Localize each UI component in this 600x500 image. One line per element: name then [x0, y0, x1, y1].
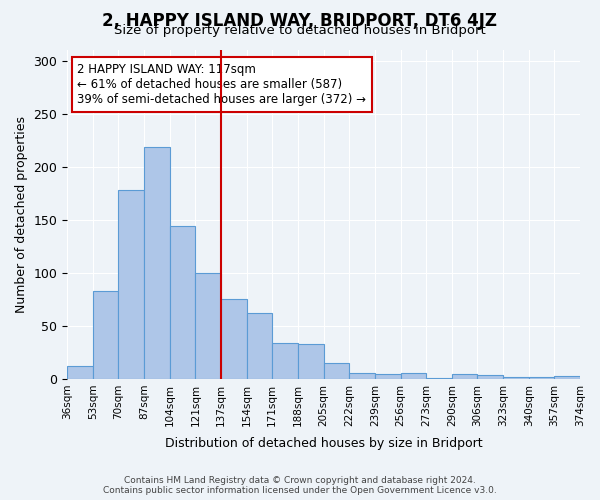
- Text: 2, HAPPY ISLAND WAY, BRIDPORT, DT6 4JZ: 2, HAPPY ISLAND WAY, BRIDPORT, DT6 4JZ: [103, 12, 497, 30]
- Bar: [272, 343, 298, 379]
- Bar: [196, 273, 221, 379]
- Bar: [426, 378, 452, 379]
- Bar: [375, 374, 401, 379]
- X-axis label: Distribution of detached houses by size in Bridport: Distribution of detached houses by size …: [165, 437, 482, 450]
- Bar: [170, 226, 196, 379]
- Bar: [67, 366, 93, 379]
- Bar: [323, 363, 349, 379]
- Bar: [349, 372, 375, 379]
- Bar: [93, 291, 118, 379]
- Bar: [298, 344, 323, 379]
- Bar: [452, 374, 478, 379]
- Bar: [118, 190, 144, 379]
- Bar: [144, 146, 170, 379]
- Text: Size of property relative to detached houses in Bridport: Size of property relative to detached ho…: [114, 24, 486, 37]
- Bar: [478, 374, 503, 379]
- Bar: [401, 372, 426, 379]
- Bar: [503, 377, 529, 379]
- Bar: [221, 300, 247, 379]
- Bar: [529, 377, 554, 379]
- Bar: [554, 376, 580, 379]
- Text: 2 HAPPY ISLAND WAY: 117sqm
← 61% of detached houses are smaller (587)
39% of sem: 2 HAPPY ISLAND WAY: 117sqm ← 61% of deta…: [77, 63, 367, 106]
- Y-axis label: Number of detached properties: Number of detached properties: [15, 116, 28, 313]
- Bar: [247, 313, 272, 379]
- Text: Contains HM Land Registry data © Crown copyright and database right 2024.
Contai: Contains HM Land Registry data © Crown c…: [103, 476, 497, 495]
